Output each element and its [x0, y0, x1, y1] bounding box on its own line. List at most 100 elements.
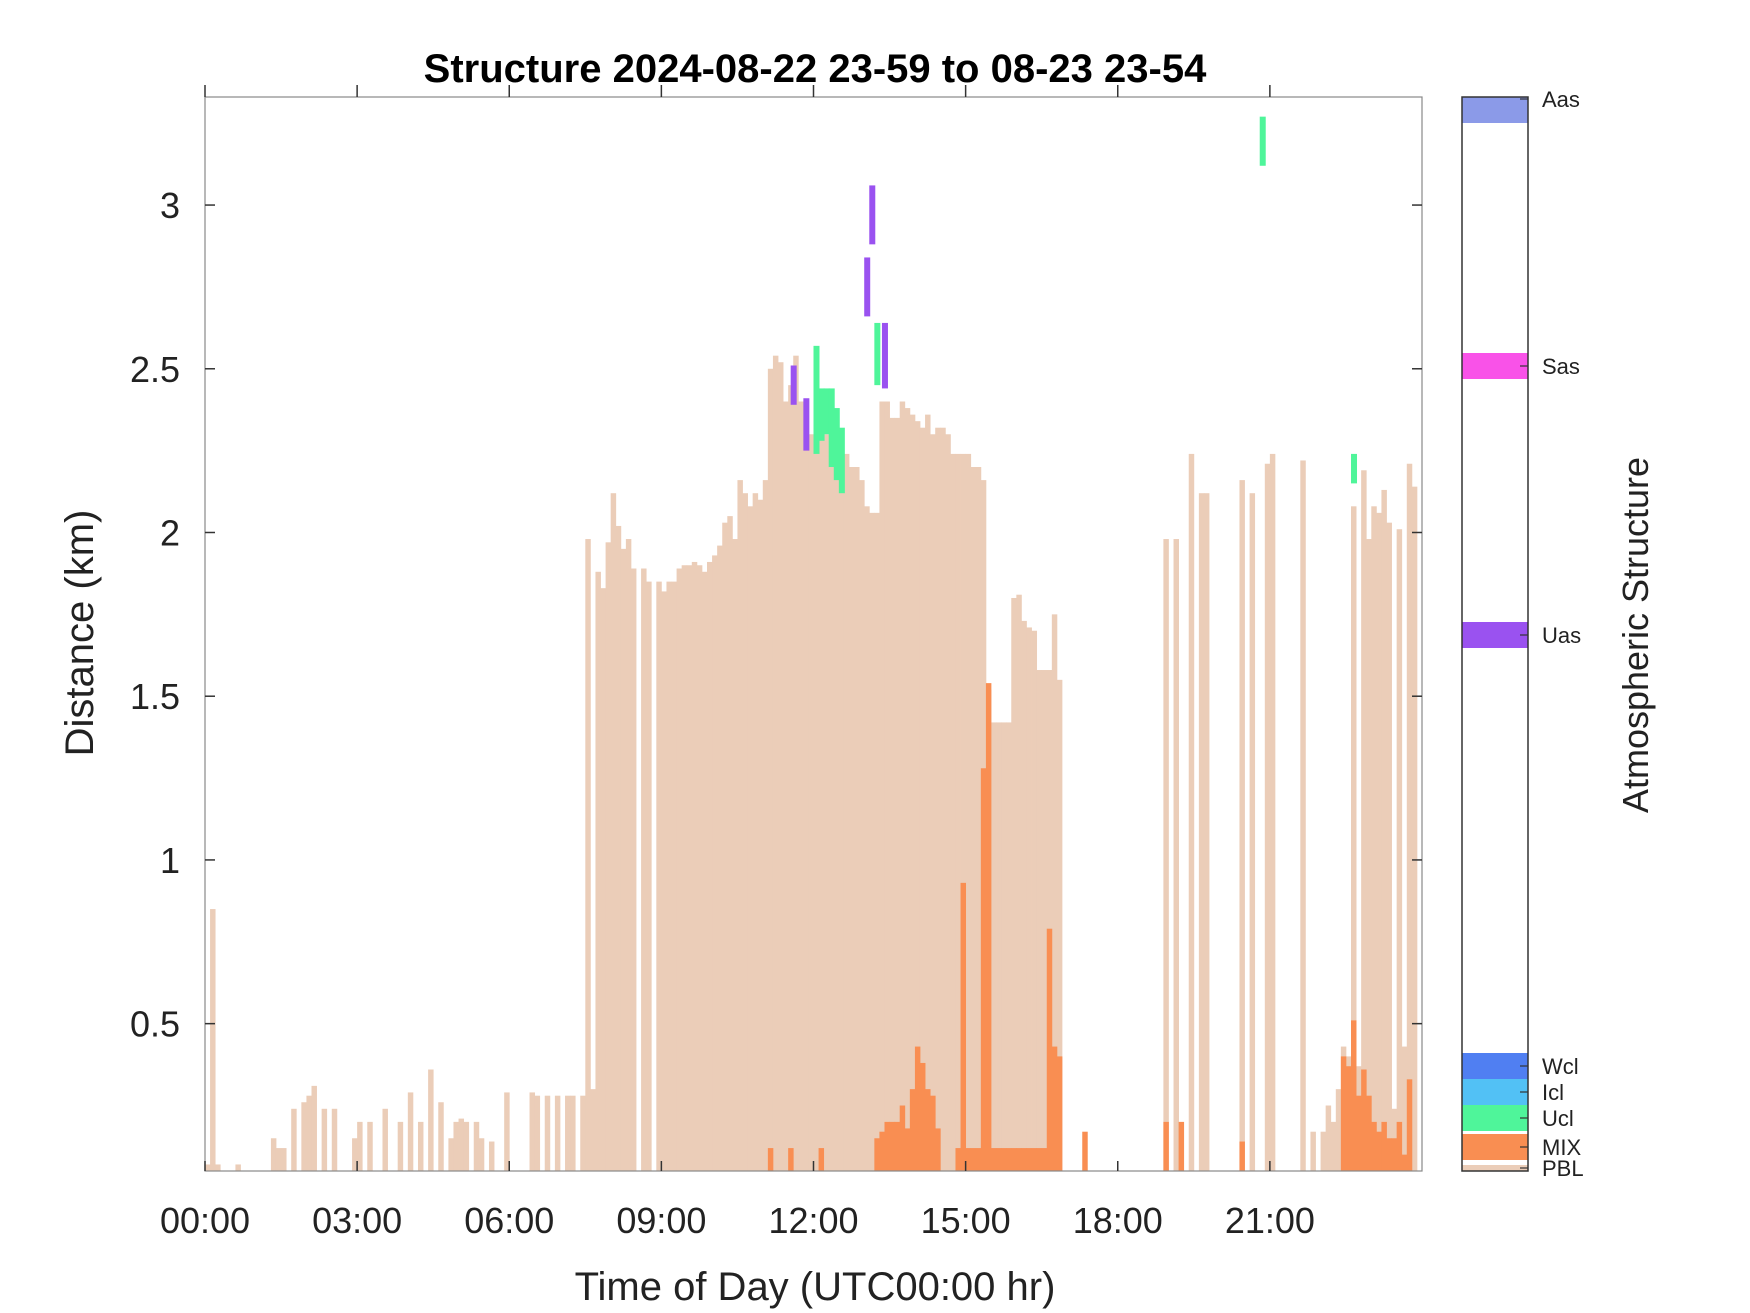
- bar-mix: [1046, 928, 1053, 1171]
- segment-ucl: [1259, 116, 1266, 166]
- bar-pbl: [1351, 506, 1357, 1171]
- bar-pbl: [565, 1095, 571, 1171]
- bar-pbl: [757, 499, 764, 1171]
- bar-pbl: [717, 545, 723, 1171]
- bar-mix: [980, 768, 987, 1171]
- bar-pbl: [367, 1121, 373, 1171]
- bar-mix: [1021, 1148, 1027, 1171]
- bar-pbl: [894, 417, 901, 1171]
- bar-pbl: [1026, 627, 1032, 1171]
- bar-mix: [899, 1105, 906, 1171]
- bar-pbl: [610, 493, 617, 1171]
- bar-pbl: [950, 453, 956, 1171]
- bar-pbl: [914, 421, 921, 1171]
- bar-pbl: [205, 1164, 211, 1171]
- bar-pbl: [1036, 670, 1043, 1171]
- bar-pbl: [793, 355, 799, 1171]
- bar-pbl: [504, 1092, 510, 1171]
- bar-pbl: [215, 1164, 221, 1171]
- bar-mix: [1351, 1020, 1357, 1171]
- bar-pbl: [990, 722, 997, 1171]
- bar-pbl: [382, 1108, 388, 1171]
- y-tick-label: 1.5: [130, 676, 180, 717]
- bar-mix: [1345, 1066, 1352, 1171]
- colorbar-swatch-mix: [1462, 1134, 1528, 1160]
- segment-ucl: [838, 427, 845, 494]
- bar-pbl: [874, 512, 880, 1171]
- x-axis-label: Time of Day (UTC00:00 hr): [575, 1265, 1056, 1309]
- x-tick-label: 03:00: [312, 1200, 402, 1241]
- bar-pbl: [646, 581, 652, 1171]
- bar-pbl: [428, 1069, 434, 1171]
- bar-mix: [1016, 1148, 1022, 1171]
- bar-pbl: [544, 1095, 551, 1171]
- bar-pbl: [534, 1095, 541, 1171]
- bar-mix: [935, 1128, 941, 1171]
- bar-pbl: [417, 1121, 424, 1171]
- bar-pbl: [458, 1118, 465, 1171]
- colorbar-swatch-pbl: [1462, 1165, 1528, 1171]
- bar-mix: [914, 1046, 921, 1171]
- bar-mix: [884, 1121, 890, 1171]
- bar-mix: [1396, 1121, 1403, 1171]
- bar-pbl: [306, 1095, 312, 1171]
- bar-pbl: [1041, 670, 1048, 1171]
- bar-pbl: [970, 467, 977, 1171]
- bar-pbl: [813, 408, 819, 1171]
- bar-pbl: [676, 568, 683, 1171]
- bar-pbl: [1056, 679, 1063, 1171]
- bar-pbl: [590, 1089, 596, 1171]
- bar-pbl: [869, 512, 875, 1171]
- bar-pbl: [352, 1138, 358, 1171]
- bar-mix: [1001, 1148, 1007, 1171]
- bar-mix: [1381, 1121, 1387, 1171]
- x-tick-label: 18:00: [1073, 1200, 1163, 1241]
- bar-pbl: [630, 568, 637, 1171]
- bar-pbl: [1371, 506, 1377, 1171]
- chart-title: Structure 2024-08-22 23-59 to 08-23 23-5…: [424, 47, 1207, 91]
- bar-pbl: [925, 414, 931, 1171]
- bar-pbl: [407, 1092, 414, 1171]
- bar-pbl: [453, 1121, 459, 1171]
- bar-pbl: [772, 355, 779, 1171]
- bar-pbl: [1381, 489, 1387, 1171]
- bar-pbl: [615, 525, 622, 1171]
- bar-pbl: [1001, 722, 1007, 1171]
- bar-pbl: [889, 417, 896, 1171]
- bar-pbl: [899, 401, 906, 1171]
- bar-pbl: [473, 1121, 480, 1171]
- bar-pbl: [859, 480, 865, 1172]
- bar-mix: [965, 1148, 972, 1171]
- bar-mix: [1178, 1121, 1185, 1171]
- bar-pbl: [930, 434, 936, 1171]
- colorbar-swatch-aas: [1462, 97, 1528, 123]
- bar-pbl: [965, 453, 972, 1171]
- bar-pbl: [762, 480, 769, 1172]
- x-tick-label: 06:00: [464, 1200, 554, 1241]
- bar-mix: [1386, 1138, 1392, 1171]
- bar-mix: [767, 1148, 774, 1171]
- bar-pbl: [275, 1148, 282, 1171]
- x-tick-label: 12:00: [768, 1200, 858, 1241]
- bar-pbl: [1188, 453, 1195, 1171]
- bar-mix: [1366, 1095, 1372, 1171]
- bar-pbl: [752, 493, 759, 1171]
- bar-pbl: [671, 581, 677, 1171]
- bar-pbl: [397, 1121, 404, 1171]
- bar-mix: [1371, 1121, 1377, 1171]
- bar-mix: [1376, 1131, 1382, 1171]
- bar-mix: [1361, 1069, 1367, 1171]
- bar-pbl: [1406, 463, 1413, 1172]
- y-tick-label: 2.5: [130, 349, 180, 390]
- bar-pbl: [331, 1108, 338, 1171]
- bar-pbl: [1269, 453, 1276, 1171]
- bar-pbl: [1021, 620, 1027, 1171]
- plot-area: 00:00 03:00 06:00 09:00 12:00 15:00 18:00 21:00…: [130, 85, 1423, 1241]
- bar-pbl: [722, 522, 728, 1171]
- bar-pbl: [838, 434, 845, 1171]
- bar-mix: [889, 1121, 896, 1171]
- bar-mix: [1239, 1141, 1245, 1171]
- bar-pbl: [1051, 614, 1058, 1171]
- bar-pbl: [1046, 670, 1053, 1171]
- bar-mix: [1406, 1079, 1413, 1171]
